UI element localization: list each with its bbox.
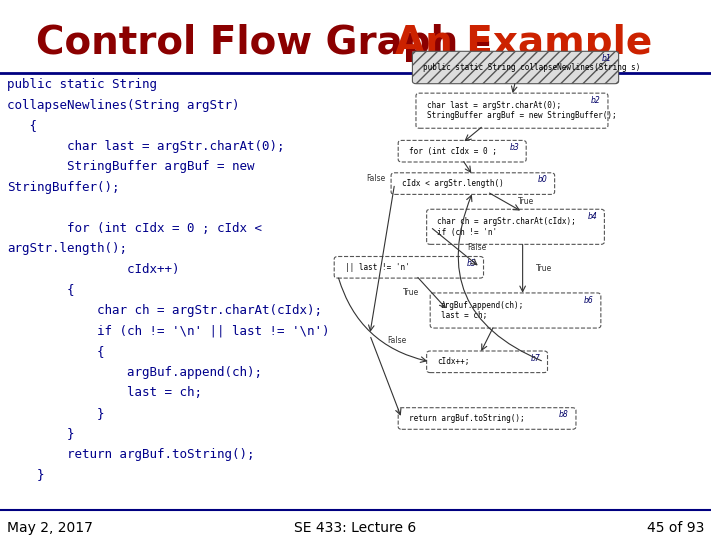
Text: b2: b2 [591, 96, 601, 105]
Text: {: { [7, 119, 37, 132]
Text: SE 433: Lecture 6: SE 433: Lecture 6 [294, 521, 417, 535]
Text: b1: b1 [602, 54, 611, 63]
Text: True: True [536, 264, 552, 273]
Text: Control Flow Graph –: Control Flow Graph – [35, 24, 504, 62]
Text: char ch = argStr.charAt(cIdx);: char ch = argStr.charAt(cIdx); [7, 304, 322, 317]
Text: StringBuffer argBuf = new: StringBuffer argBuf = new [7, 160, 255, 173]
Text: False: False [467, 242, 486, 252]
Text: }: } [7, 407, 104, 420]
Text: return argBuf.toString();: return argBuf.toString(); [409, 414, 524, 423]
Text: }: } [7, 468, 45, 481]
Text: b8: b8 [559, 410, 569, 420]
FancyBboxPatch shape [413, 51, 618, 84]
Text: 45 of 93: 45 of 93 [647, 521, 704, 535]
Text: True: True [402, 288, 419, 298]
FancyBboxPatch shape [391, 173, 554, 194]
Text: b4: b4 [588, 212, 598, 221]
Text: argBuf.append(ch);
last = ch;: argBuf.append(ch); last = ch; [441, 301, 524, 320]
Text: b6: b6 [584, 296, 594, 305]
FancyBboxPatch shape [416, 93, 608, 128]
FancyBboxPatch shape [398, 408, 576, 429]
FancyBboxPatch shape [427, 351, 547, 373]
Text: {: { [7, 345, 104, 358]
Text: collapseNewlines(String argStr): collapseNewlines(String argStr) [7, 99, 240, 112]
Text: False: False [366, 174, 385, 183]
Text: May 2, 2017: May 2, 2017 [7, 521, 93, 535]
Text: True: True [518, 197, 534, 206]
Text: last = ch;: last = ch; [7, 386, 202, 399]
Text: char ch = argStr.charAt(cIdx);
if (ch != 'n': char ch = argStr.charAt(cIdx); if (ch !=… [437, 217, 576, 237]
Text: char last = argStr.charAt(0);: char last = argStr.charAt(0); [7, 140, 284, 153]
Text: cIdx < argStr.length(): cIdx < argStr.length() [402, 179, 503, 188]
Text: || last != 'n': || last != 'n' [345, 263, 410, 272]
FancyBboxPatch shape [334, 256, 484, 278]
Text: cIdx++): cIdx++) [7, 263, 179, 276]
Text: char last = argStr.charAt(0);
StringBuffer argBuf = new StringBuffer();: char last = argStr.charAt(0); StringBuff… [427, 101, 616, 120]
Text: b3: b3 [509, 143, 519, 152]
Text: if (ch != '\n' || last != '\n'): if (ch != '\n' || last != '\n') [7, 325, 330, 338]
FancyBboxPatch shape [430, 293, 601, 328]
Text: b5: b5 [467, 259, 477, 268]
Text: {: { [7, 284, 75, 296]
Text: b7: b7 [531, 354, 541, 363]
Text: argStr.length();: argStr.length(); [7, 242, 127, 255]
Text: StringBuffer();: StringBuffer(); [7, 181, 120, 194]
Text: return argBuf.toString();: return argBuf.toString(); [7, 448, 255, 461]
FancyBboxPatch shape [427, 209, 604, 244]
Text: public static String collapseNewlines(String s): public static String collapseNewlines(St… [423, 63, 641, 72]
Text: for (int cIdx = 0 ;: for (int cIdx = 0 ; [409, 147, 497, 156]
Text: cIdx++;: cIdx++; [437, 357, 469, 366]
FancyBboxPatch shape [398, 140, 526, 162]
Text: argBuf.append(ch);: argBuf.append(ch); [7, 366, 262, 379]
Text: b0: b0 [538, 176, 547, 185]
Text: public static String: public static String [7, 78, 157, 91]
Text: False: False [387, 336, 407, 345]
Text: An Example: An Example [395, 24, 652, 62]
Text: for (int cIdx = 0 ; cIdx <: for (int cIdx = 0 ; cIdx < [7, 222, 262, 235]
Text: }: } [7, 427, 75, 440]
